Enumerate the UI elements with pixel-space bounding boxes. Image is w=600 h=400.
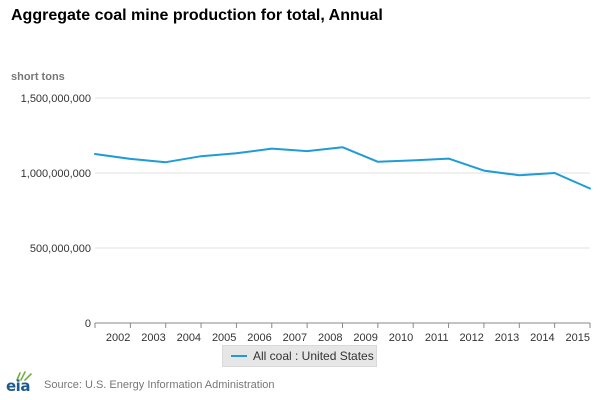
x-tick-label: 2011 bbox=[425, 332, 449, 344]
series-lines bbox=[94, 146, 591, 190]
x-tick-label: 2013 bbox=[495, 332, 519, 344]
series-line bbox=[94, 146, 591, 190]
y-axis-unit-label: short tons bbox=[11, 71, 65, 83]
axes bbox=[94, 322, 591, 328]
source-note: Source: U.S. Energy Information Administ… bbox=[44, 379, 275, 391]
x-tick-label: 2004 bbox=[177, 332, 201, 344]
y-tick-label: 500,000,000 bbox=[30, 243, 91, 255]
legend-swatch bbox=[231, 355, 247, 357]
x-tick-label: 2012 bbox=[459, 332, 483, 344]
legend[interactable]: All coal : United States bbox=[222, 345, 377, 367]
y-tick-label: 1,000,000,000 bbox=[21, 168, 91, 180]
x-tick-label: 2014 bbox=[530, 332, 554, 344]
logo-rays-icon bbox=[16, 371, 32, 381]
x-tick-label: 2015 bbox=[566, 332, 590, 344]
x-tick-label: 2006 bbox=[247, 332, 271, 344]
eia-logo: eia bbox=[6, 371, 36, 395]
y-tick-label: 1,500,000,000 bbox=[21, 93, 91, 105]
x-tick-label: 2002 bbox=[106, 332, 130, 344]
legend-label: All coal : United States bbox=[253, 349, 374, 363]
y-tick-label: 0 bbox=[85, 318, 91, 330]
chart-title: Aggregate coal mine production for total… bbox=[11, 7, 383, 24]
x-tick-label: 2005 bbox=[212, 332, 236, 344]
gridlines bbox=[95, 97, 590, 249]
x-tick-label: 2008 bbox=[318, 332, 342, 344]
x-tick-label: 2010 bbox=[389, 332, 413, 344]
x-tick-label: 2003 bbox=[141, 332, 165, 344]
x-tick-label: 2007 bbox=[283, 332, 307, 344]
tick-labels: 0 500,000,000 1,000,000,000 1,500,000,000 20… bbox=[21, 93, 590, 344]
x-tick-label: 2009 bbox=[353, 332, 377, 344]
logo-text: eia bbox=[6, 377, 30, 395]
